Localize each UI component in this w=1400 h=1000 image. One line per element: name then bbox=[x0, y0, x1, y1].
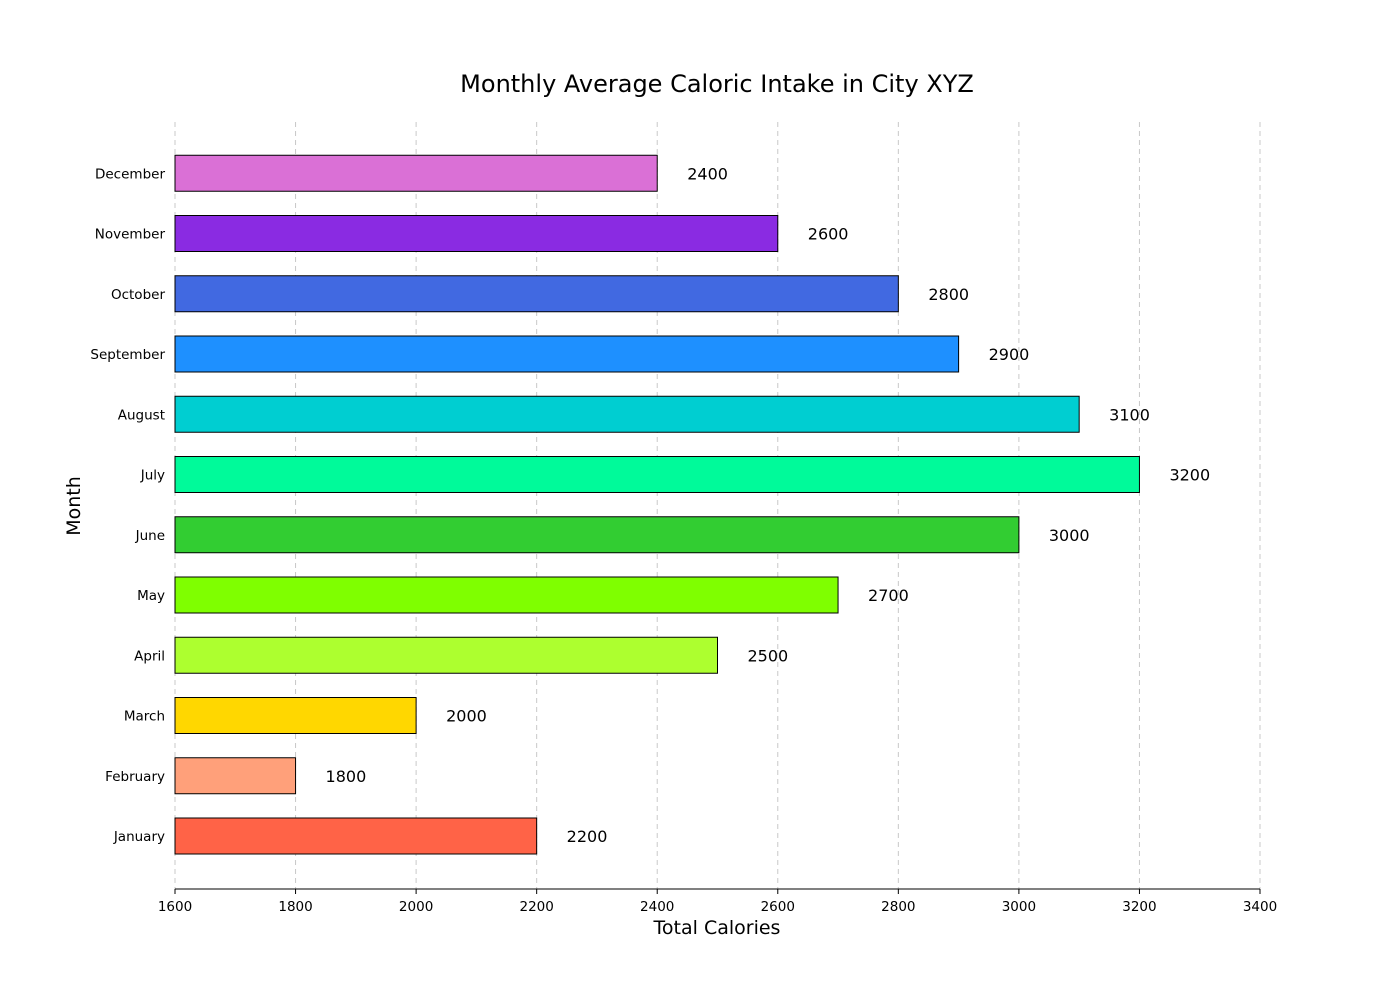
value-label: 3200 bbox=[1169, 466, 1210, 485]
y-axis-title: Month bbox=[63, 476, 85, 536]
x-tick-label: 2600 bbox=[761, 899, 795, 915]
x-axis-title: Total Calories bbox=[653, 917, 781, 939]
y-tick-label: May bbox=[137, 588, 165, 604]
value-label: 2700 bbox=[868, 586, 909, 605]
y-tick-label: November bbox=[95, 227, 166, 243]
value-label: 2500 bbox=[748, 646, 789, 665]
y-tick-label: January bbox=[113, 829, 165, 845]
value-label: 2600 bbox=[808, 225, 849, 244]
value-label: 2400 bbox=[687, 164, 728, 183]
chart-title: Monthly Average Caloric Intake in City X… bbox=[460, 70, 974, 98]
value-labels: 2200 1800 2000 2500 2700 3000 3200 3100 2900 2800… bbox=[326, 164, 1211, 846]
y-tick-label: September bbox=[90, 347, 165, 363]
bar bbox=[174, 576, 839, 614]
y-tick-label: March bbox=[124, 709, 165, 725]
value-label: 2900 bbox=[989, 345, 1030, 364]
bar bbox=[174, 516, 1020, 554]
value-label: 2200 bbox=[567, 827, 608, 846]
x-ticks: 1600 1800 2000 2200 2400 2600 2800 3000 3200 3400 bbox=[158, 889, 1277, 915]
x-tick-label: 2400 bbox=[640, 899, 674, 915]
value-label: 3100 bbox=[1109, 405, 1150, 424]
x-tick-label: 2800 bbox=[881, 899, 915, 915]
y-tick-label: April bbox=[134, 648, 165, 664]
y-tick-label: February bbox=[105, 769, 165, 785]
bar bbox=[174, 636, 718, 674]
x-tick-label: 1800 bbox=[278, 899, 312, 915]
bar bbox=[174, 817, 538, 855]
y-tick-label: July bbox=[140, 468, 165, 484]
bar bbox=[174, 697, 417, 734]
y-tick-label: August bbox=[118, 407, 165, 423]
bar bbox=[174, 395, 1080, 433]
bar bbox=[174, 757, 297, 795]
x-tick-label: 2000 bbox=[399, 899, 433, 915]
bar bbox=[174, 154, 658, 192]
y-tick-label: December bbox=[95, 166, 165, 182]
bar bbox=[174, 275, 899, 313]
value-label: 2000 bbox=[446, 707, 487, 726]
value-label: 2800 bbox=[928, 285, 969, 304]
bar bbox=[174, 456, 1140, 493]
x-tick-label: 3400 bbox=[1243, 899, 1277, 915]
bar bbox=[174, 215, 779, 252]
bar bbox=[174, 335, 960, 373]
x-tick-label: 3000 bbox=[1002, 899, 1036, 915]
y-tick-labels: January February March April May June July Augu… bbox=[90, 166, 165, 845]
x-tick-label: 1600 bbox=[158, 899, 192, 915]
bars bbox=[174, 154, 1140, 855]
x-tick-label: 3200 bbox=[1122, 899, 1156, 915]
value-label: 1800 bbox=[326, 767, 367, 786]
y-tick-label: October bbox=[111, 287, 165, 303]
value-label: 3000 bbox=[1049, 526, 1090, 545]
y-tick-label: June bbox=[135, 528, 165, 544]
x-tick-label: 2200 bbox=[519, 899, 553, 915]
